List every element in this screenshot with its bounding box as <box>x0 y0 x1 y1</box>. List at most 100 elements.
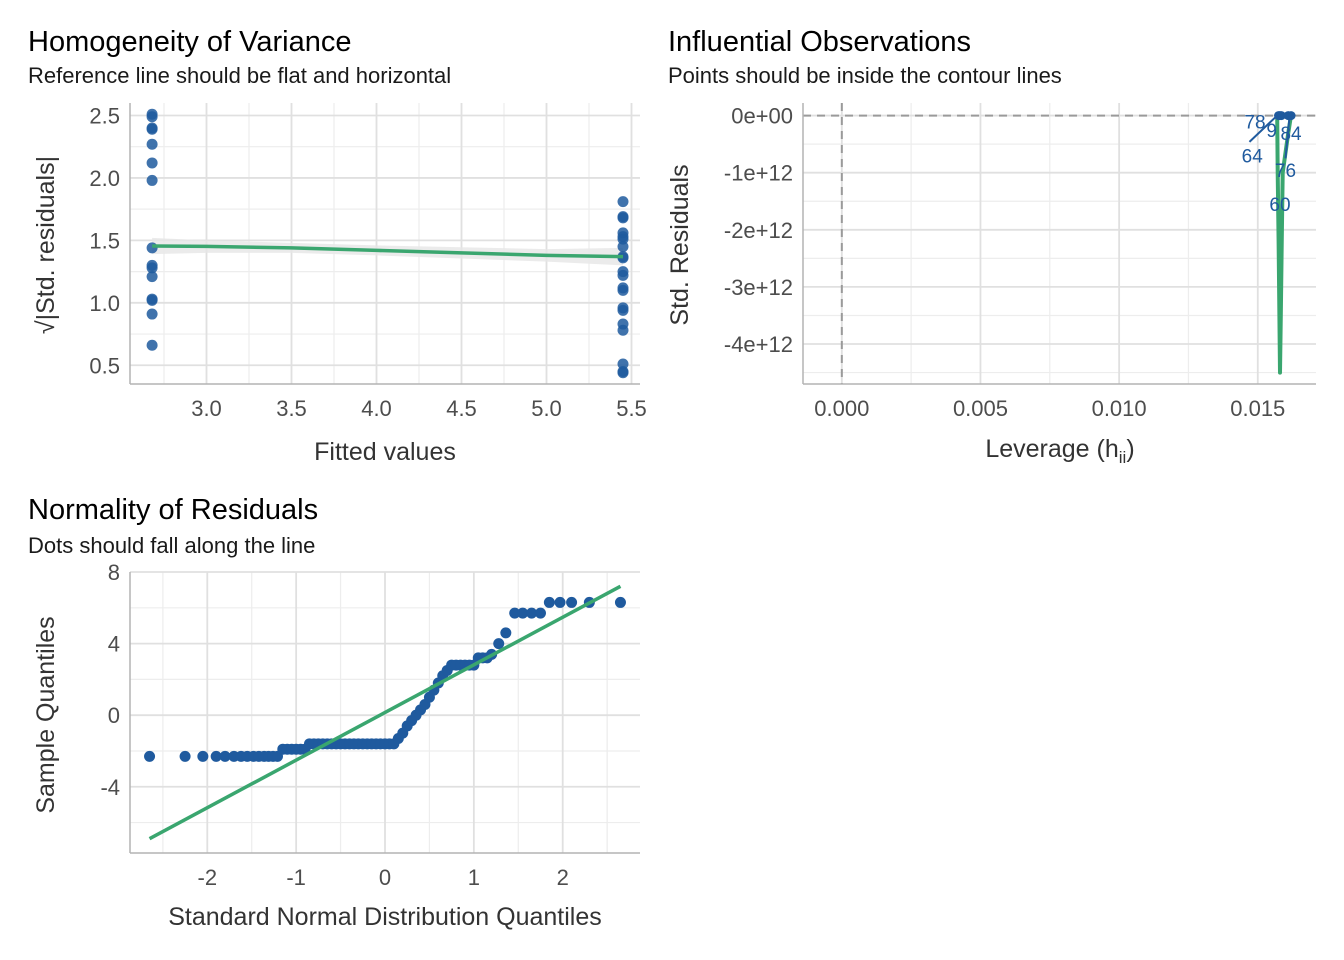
homogeneity-grid <box>130 103 640 384</box>
data-point <box>617 367 629 379</box>
point-label: 84 <box>1280 124 1302 145</box>
x-tick-label: 0 <box>379 865 391 890</box>
data-point <box>617 241 629 253</box>
x-tick-label: 1 <box>468 865 480 890</box>
data-point <box>614 596 626 608</box>
y-tick-label: -4 <box>100 775 120 800</box>
data-point <box>517 607 529 619</box>
x-tick-label: 3.0 <box>191 396 222 421</box>
data-point <box>493 638 505 650</box>
homogeneity-subtitle: Reference line should be flat and horizo… <box>28 63 451 88</box>
panel-influential: Influential Observations Points should b… <box>666 26 1316 467</box>
data-point <box>144 750 156 762</box>
influential-title: Influential Observations <box>668 26 971 58</box>
data-point <box>617 284 629 296</box>
influential-point-labels: 78 9 84 64 76 60 <box>1242 112 1302 216</box>
data-point <box>1283 111 1293 121</box>
y-tick-label: -2e+12 <box>724 218 793 243</box>
x-tick-label: -1 <box>286 865 306 890</box>
influential-x-axis-title: Leverage (hii) <box>985 435 1134 467</box>
influential-axes <box>802 103 1316 385</box>
x-tick-label: 3.5 <box>276 396 307 421</box>
normality-title: Normality of Residuals <box>28 494 318 526</box>
normality-x-ticks: -2 -1 0 1 2 <box>198 865 569 890</box>
x-tick-label: 2 <box>557 865 569 890</box>
data-point <box>179 750 191 762</box>
data-point <box>146 271 158 283</box>
data-point <box>509 607 521 619</box>
influential-contour-curve <box>1275 115 1293 375</box>
point-label: 60 <box>1269 195 1290 216</box>
y-tick-label: 1.0 <box>89 291 120 316</box>
x-tick-label: 0.010 <box>1092 396 1147 421</box>
y-tick-label: 4 <box>108 632 120 657</box>
data-point <box>146 262 158 274</box>
data-point <box>526 607 538 619</box>
data-point <box>534 607 546 619</box>
normality-y-ticks: 8 4 0 -4 <box>100 560 120 800</box>
data-point <box>146 174 158 186</box>
homogeneity-axes <box>129 103 640 385</box>
influential-y-ticks: 0e+00 -1e+12 -2e+12 -3e+12 -4e+12 <box>724 104 793 357</box>
panel-homogeneity: Homogeneity of Variance Reference line s… <box>28 26 647 466</box>
homogeneity-y-ticks: 0.5 1.0 1.5 2.0 2.5 <box>89 103 120 378</box>
data-point <box>500 627 512 639</box>
data-point <box>146 308 158 320</box>
x-tick-label: 5.5 <box>616 396 647 421</box>
data-point <box>210 750 222 762</box>
normality-axes <box>129 572 640 854</box>
data-point <box>146 138 158 150</box>
y-tick-label: 0.5 <box>89 353 120 378</box>
data-point <box>146 123 158 135</box>
data-point <box>146 242 158 254</box>
y-tick-label: 2.0 <box>89 166 120 191</box>
point-label: 64 <box>1242 147 1264 168</box>
influential-grid <box>803 103 1316 384</box>
x-tick-label: 0.015 <box>1230 396 1285 421</box>
influential-y-axis-title: Std. Residuals <box>666 164 694 325</box>
data-point <box>617 196 629 208</box>
influential-reference-lines <box>803 103 1316 384</box>
data-point <box>554 596 566 608</box>
normality-points <box>144 596 626 762</box>
data-point <box>617 324 629 336</box>
influential-points <box>1274 111 1296 121</box>
point-label: 78 <box>1244 112 1265 133</box>
data-point <box>1276 111 1286 121</box>
x-tick-label: 0.005 <box>953 396 1008 421</box>
smooth-line <box>152 244 624 259</box>
x-tick-label: 5.0 <box>531 396 562 421</box>
influential-x-axis-title-main: Leverage (h <box>985 435 1118 463</box>
y-tick-label: 0e+00 <box>731 104 793 129</box>
x-tick-label: -2 <box>198 865 218 890</box>
y-tick-label: 8 <box>108 560 120 585</box>
homogeneity-y-axis-title: √|Std. residuals| <box>32 156 60 334</box>
normality-x-axis-title: Standard Normal Distribution Quantiles <box>168 903 602 931</box>
homogeneity-points <box>146 108 629 379</box>
x-tick-label: 4.5 <box>446 396 477 421</box>
point-label: 9 <box>1266 121 1277 142</box>
homogeneity-title: Homogeneity of Variance <box>28 26 351 58</box>
x-tick-label: 4.0 <box>361 396 392 421</box>
x-tick-label: 0.000 <box>814 396 869 421</box>
data-point <box>219 750 231 762</box>
data-point <box>146 339 158 351</box>
homogeneity-x-axis-title: Fitted values <box>314 438 456 466</box>
influential-x-axis-title-close: ) <box>1126 435 1134 463</box>
y-tick-label: 2.5 <box>89 103 120 128</box>
data-point <box>197 750 209 762</box>
influential-x-axis-title-sub: ii <box>1119 448 1127 467</box>
influential-subtitle: Points should be inside the contour line… <box>668 63 1062 88</box>
data-point <box>617 212 629 224</box>
panel-normality: Normality of Residuals Dots should fall … <box>28 494 640 931</box>
data-point <box>146 111 158 123</box>
y-tick-label: 0 <box>108 703 120 728</box>
homogeneity-x-ticks: 3.0 3.5 4.0 4.5 5.0 5.5 <box>191 396 647 421</box>
data-point <box>543 596 555 608</box>
normality-subtitle: Dots should fall along the line <box>28 533 315 558</box>
homogeneity-smooth-line <box>152 244 624 259</box>
y-tick-label: 1.5 <box>89 228 120 253</box>
data-point <box>617 304 629 316</box>
y-tick-label: -4e+12 <box>724 332 793 357</box>
